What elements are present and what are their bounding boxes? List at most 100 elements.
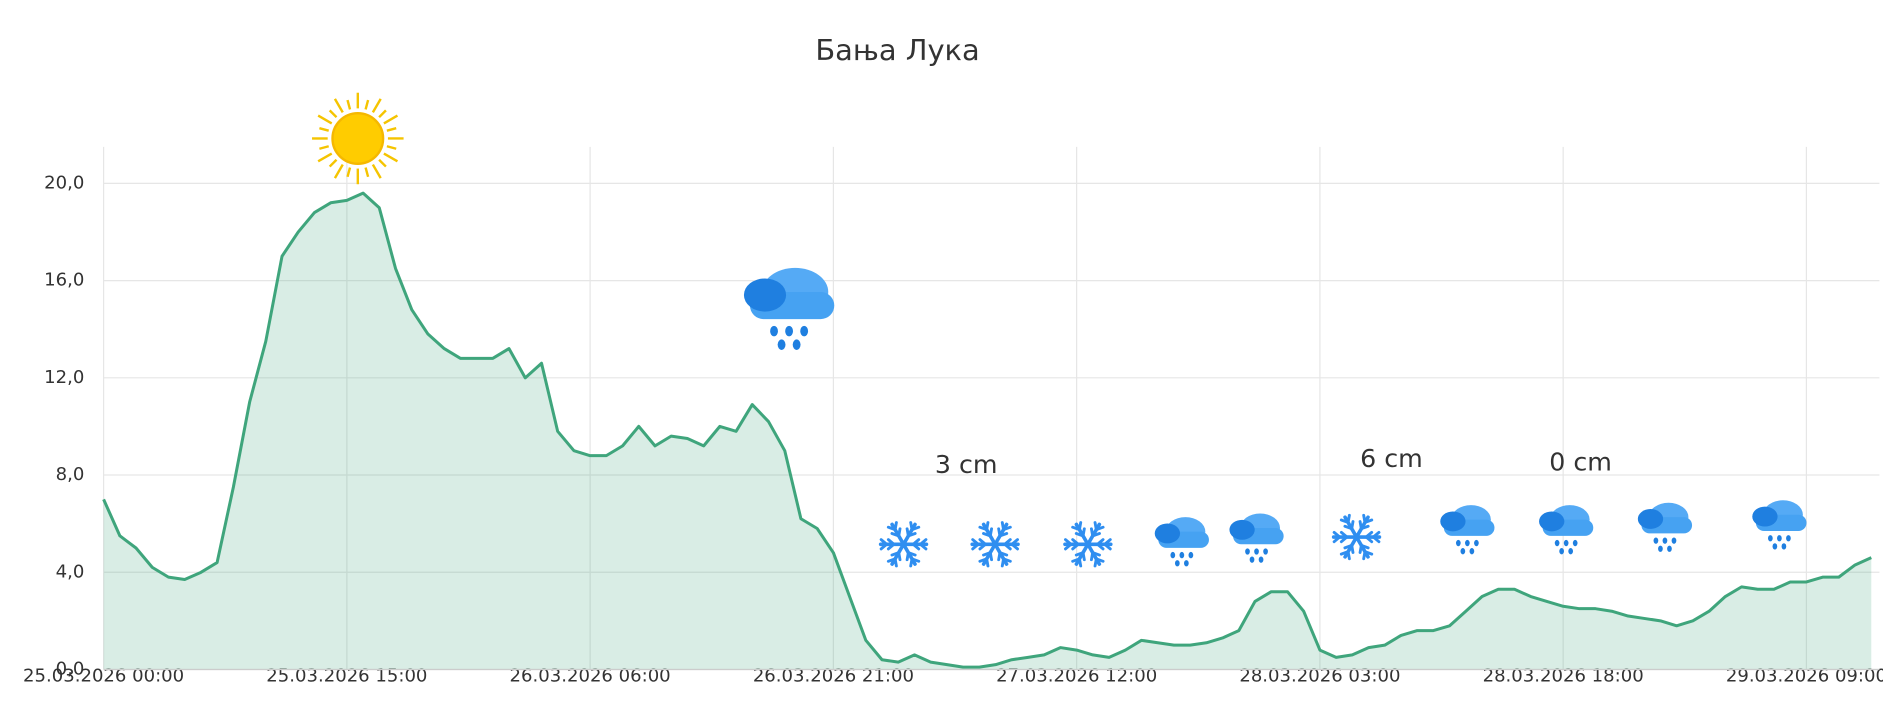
cloud-front [1229,519,1255,540]
rain-cloud-icon [1637,502,1693,552]
flake-branch [886,542,896,551]
flake-branch [982,532,992,538]
sun-ray [317,114,333,125]
rain-drop [800,325,809,337]
flake-branch [893,557,898,568]
x-tick-label: 25.03.2026 15:00 [266,666,427,687]
rain-drop [1781,543,1787,550]
flake-branch [998,551,1009,557]
rain-drop [1263,548,1268,555]
flake-branch [978,542,987,551]
rain-drop [1258,556,1264,563]
rain-drop [1465,539,1470,547]
rain-drop [1554,539,1560,547]
rain-drop [1245,548,1250,555]
rain-cloud-icon [1539,505,1594,555]
x-tick-label: 25.03.2026 00:00 [23,666,184,687]
flake-branch [879,542,889,551]
sun-ray [328,158,338,168]
y-tick-label: 12,0 [44,367,84,388]
x-tick-label: 26.03.2026 21:00 [753,666,914,687]
rain-drop [1772,543,1778,550]
flake-branch [1074,532,1085,538]
snow-annotation: 3 cm [935,450,998,479]
sun-ray [383,152,399,163]
flake-branch [905,527,910,538]
rain-drop [1249,556,1255,563]
rain-drop [1662,537,1668,544]
cloud-front [1440,511,1466,532]
flake-branch [918,538,928,546]
rain-drop [1170,551,1176,559]
x-tick-label: 28.03.2026 03:00 [1239,666,1400,687]
sun-ray [364,99,370,110]
rain-drop [1667,545,1672,552]
flake-branch [1343,524,1354,531]
rain-cloud-icon [1229,513,1284,563]
flake-branch [1000,521,1005,532]
sun-ray [317,152,333,163]
y-tick-label: 0,0 [56,658,85,679]
sun-ray [364,167,370,178]
flake-branch [1002,557,1012,563]
flake-branch [1332,535,1342,544]
snowflake-icon [970,521,1020,568]
sun-ray [386,145,397,150]
flake-branch [897,551,902,562]
flake-branch [1094,557,1105,563]
flake-branch [1103,538,1112,546]
rain-cloud-icon [1752,500,1807,550]
flake-branch [1350,543,1355,554]
flake-branch [1364,530,1374,539]
flake-branch [997,527,1002,538]
rain-drop [1653,537,1659,544]
sun-ray [371,163,382,179]
rain-drop [1460,548,1466,555]
rain-drop [1786,535,1791,542]
cloud-front [1752,506,1778,527]
rain-drop [1671,537,1677,544]
sun-ray [378,109,387,119]
rain-drop [1174,560,1180,567]
snowflake-icon [1063,521,1113,568]
flake-branch [890,532,901,538]
flake-branch [985,557,990,568]
x-tick-label: 27.03.2026 12:00 [996,666,1157,687]
sun-ray [346,99,352,110]
flake-branch [978,525,989,532]
flake-branch [1089,527,1095,538]
flake-branch [1010,538,1019,546]
x-tick-label: 29.03.2026 09:00 [1726,666,1883,687]
sun-ray [319,145,330,150]
rain-drop [1658,545,1663,552]
flake-branch [1071,525,1081,532]
rain-drop [1184,560,1189,567]
flake-branch [1339,535,1349,544]
flake-branch [1077,557,1083,568]
sun-ray [386,127,397,132]
flake-branch [909,521,914,532]
flake-branch [1362,513,1367,524]
sun-ray [378,158,387,168]
flake-branch [1096,538,1105,546]
rain-drop [1568,548,1574,555]
x-tick-label: 28.03.2026 18:00 [1483,666,1644,687]
flake-branch [988,551,994,562]
flake-branch [1064,542,1073,551]
flake-branch [1093,521,1098,532]
rain-drop [777,339,786,350]
flake-branch [1091,551,1101,557]
rain-cloud-icon [1154,517,1209,567]
y-tick-label: 4,0 [56,561,85,582]
flake-branch [1003,538,1012,546]
cloud-front [743,278,787,312]
rain-drop [1777,535,1782,542]
flake-branch [910,557,921,563]
y-tick-label: 20,0 [44,172,84,193]
rain-drop [792,339,801,350]
chart-title: Бања Лука [815,33,979,67]
rain-drop [1188,551,1194,559]
rain-drop [770,325,778,337]
